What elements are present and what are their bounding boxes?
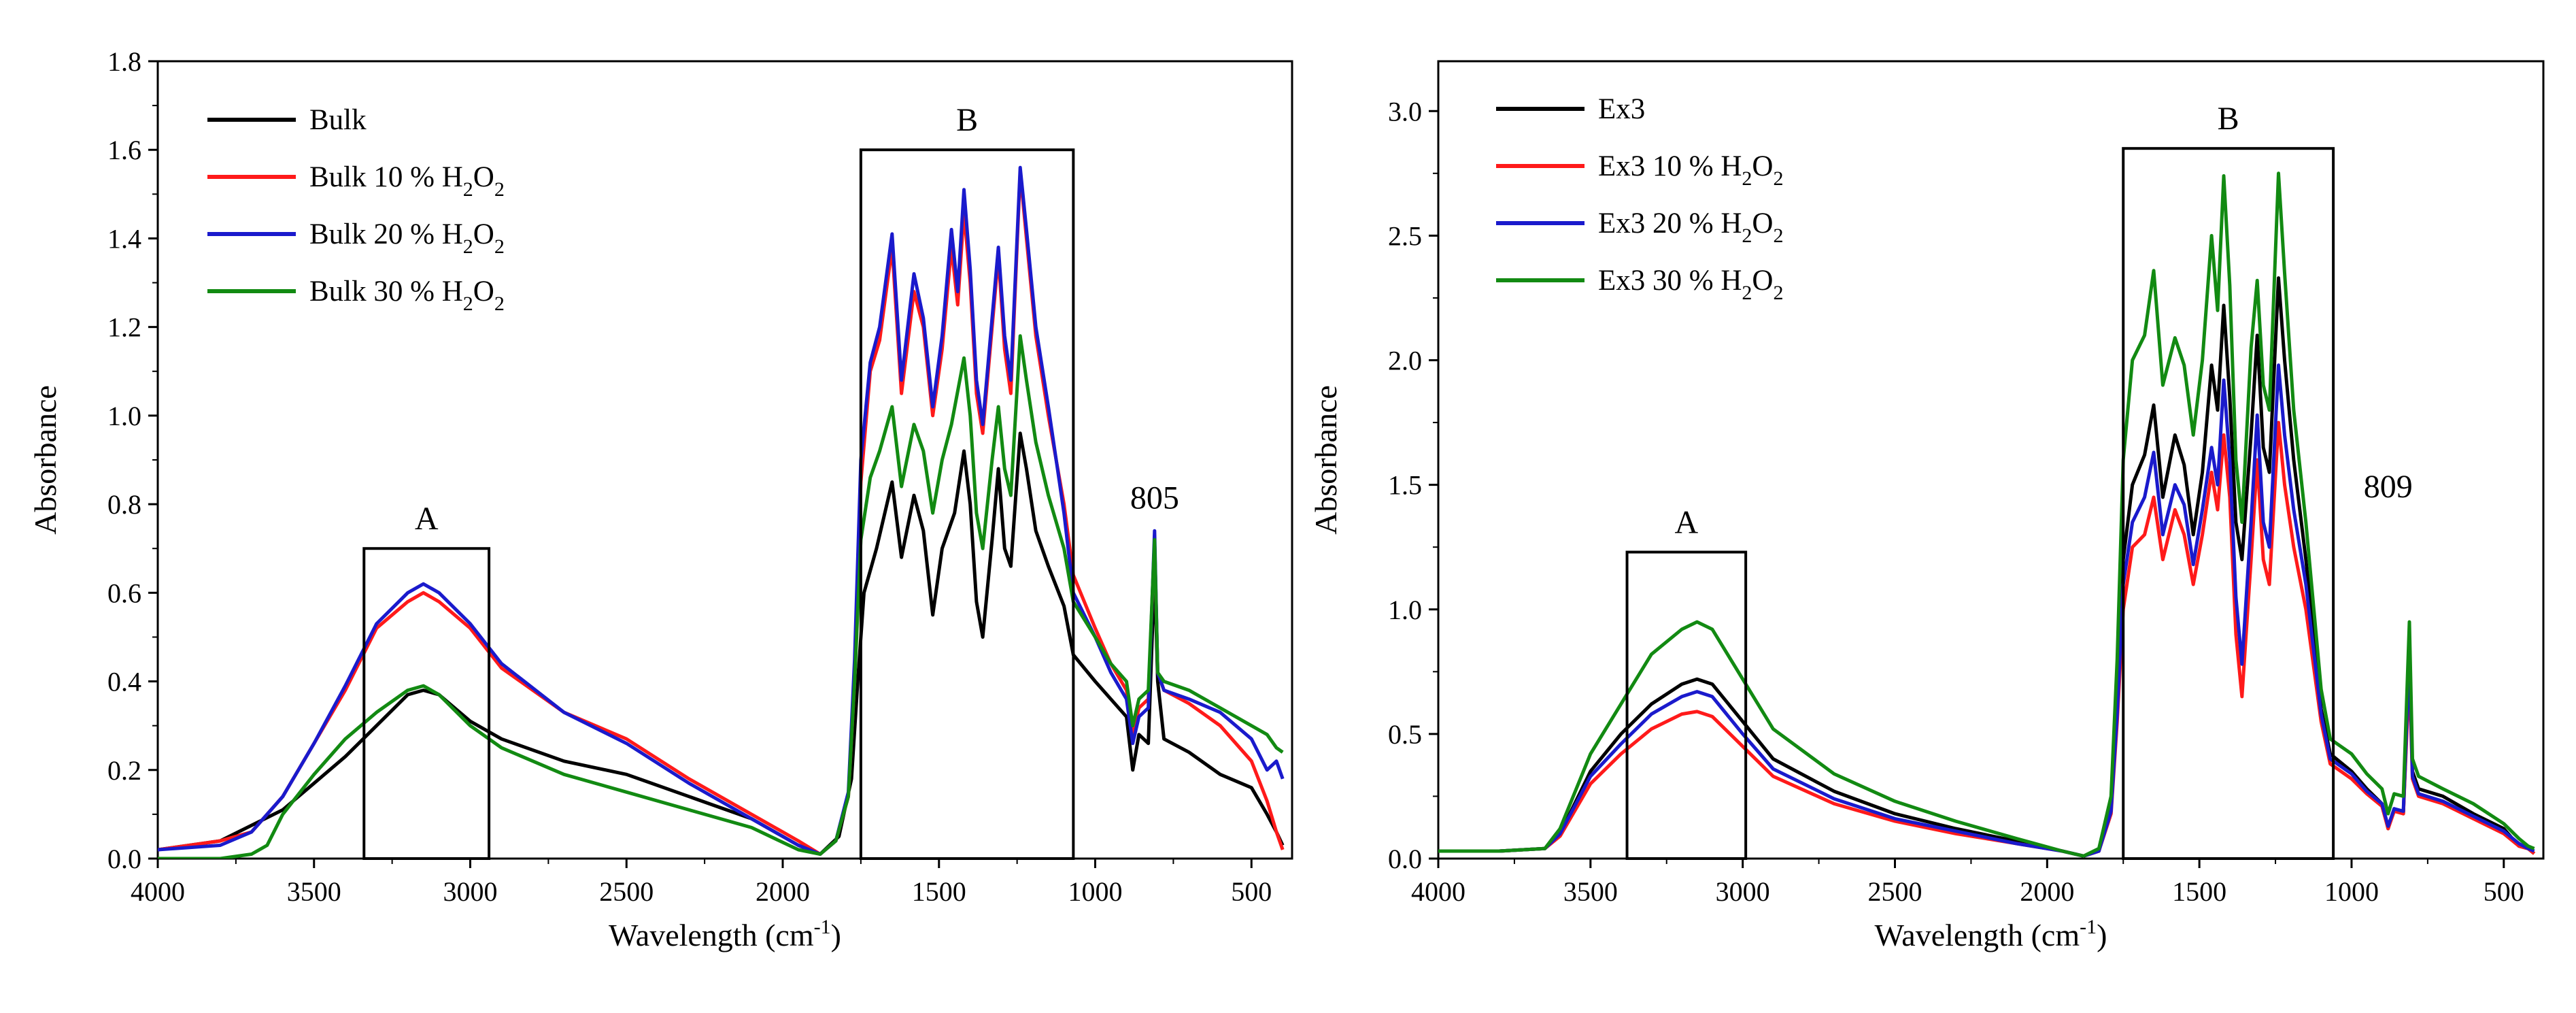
y-axis-label: Absorbance bbox=[1308, 385, 1343, 535]
legend-label-1: Ex3 bbox=[1598, 93, 1645, 125]
region-label-A: A bbox=[1675, 505, 1699, 541]
region-box-A bbox=[362, 547, 491, 860]
region-box-B bbox=[2122, 147, 2335, 860]
x-tick-label: 1500 bbox=[2172, 876, 2226, 907]
x-axis-label: Wavelength (cm-1) bbox=[609, 916, 841, 952]
y-tick-label: 2.5 bbox=[1388, 220, 1422, 251]
series-line-3 bbox=[1438, 363, 2535, 858]
y-tick-label: 1.4 bbox=[107, 223, 141, 254]
x-tick-label: 4000 bbox=[131, 876, 185, 907]
x-tick-label: 1000 bbox=[1068, 876, 1123, 907]
chart-panel-1: 0.0 0.2 0.4 0.6 0.8 1.0 1.2 1.4 1.6 1.8 4000 3500 30… bbox=[28, 46, 1293, 952]
series-line-1 bbox=[158, 431, 1285, 856]
x-tick-label: 3000 bbox=[443, 876, 498, 907]
region-box-A bbox=[1625, 550, 1748, 860]
legend-label-2: Bulk 10 % H2O2 bbox=[309, 161, 505, 201]
y-tick-label: 3.0 bbox=[1388, 96, 1422, 127]
series-group bbox=[158, 165, 1285, 859]
y-tick-label: 0.6 bbox=[107, 578, 141, 608]
series-line-4 bbox=[158, 334, 1284, 859]
x-tick-label: 1500 bbox=[912, 876, 966, 907]
x-tick-label: 1000 bbox=[2324, 876, 2379, 907]
legend-label-3: Bulk 20 % H2O2 bbox=[309, 218, 505, 258]
y-axis-label: Absorbance bbox=[28, 385, 63, 535]
plot-frame bbox=[1437, 60, 2545, 860]
legend-label-1: Bulk bbox=[309, 104, 367, 136]
y-tick-label: 1.2 bbox=[107, 312, 141, 343]
x-axis-label: Wavelength (cm-1) bbox=[1875, 916, 2107, 952]
y-tick-label: 0.0 bbox=[1388, 844, 1422, 874]
y-tick-label: 1.0 bbox=[1388, 595, 1422, 625]
peak-annotation: 805 bbox=[1130, 480, 1179, 516]
y-tick-label: 0.4 bbox=[107, 667, 141, 697]
legend-label-2: Ex3 10 % H2O2 bbox=[1598, 150, 1783, 190]
series-line-1 bbox=[1438, 276, 2536, 858]
x-tick-label: 4000 bbox=[1411, 876, 1465, 907]
x-tick-label: 500 bbox=[2484, 876, 2524, 907]
legend: Ex3 Ex3 10 % H2O2 Ex3 20 % H2O2 Ex3 30 % H2… bbox=[1496, 93, 1783, 304]
x-tick-label: 3000 bbox=[1716, 876, 1770, 907]
y-tick-label: 0.5 bbox=[1388, 719, 1422, 750]
region-label-B: B bbox=[956, 102, 978, 138]
x-tick-label: 2500 bbox=[1867, 876, 1922, 907]
peak-annotation: 809 bbox=[2364, 469, 2413, 505]
x-tick-label: 3500 bbox=[1563, 876, 1618, 907]
y-tick-label: 0.2 bbox=[107, 755, 141, 786]
x-tick-label: 3500 bbox=[287, 876, 341, 907]
x-tick-label: 2500 bbox=[599, 876, 654, 907]
legend: Bulk Bulk 10 % H2O2 Bulk 20 % H2O2 Bulk 30 … bbox=[207, 104, 505, 315]
y-tick-label: 0.8 bbox=[107, 489, 141, 520]
legend-label-4: Ex3 30 % H2O2 bbox=[1598, 265, 1783, 304]
region-label-B: B bbox=[2218, 101, 2239, 137]
x-tick-label: 500 bbox=[1231, 876, 1272, 907]
y-tick-label: 1.6 bbox=[107, 135, 141, 165]
region-box-B bbox=[859, 148, 1075, 861]
y-tick-label: 1.8 bbox=[107, 46, 141, 77]
y-tick-label: 1.0 bbox=[107, 401, 141, 431]
series-line-4 bbox=[1438, 171, 2535, 858]
y-tick-label: 1.5 bbox=[1388, 470, 1422, 501]
series-line-3 bbox=[158, 165, 1285, 856]
x-tick-label: 2000 bbox=[756, 876, 810, 907]
legend-label-4: Bulk 30 % H2O2 bbox=[309, 276, 505, 315]
y-tick-label: 0.0 bbox=[107, 844, 141, 874]
region-label-A: A bbox=[415, 501, 439, 537]
x-tick-label: 2000 bbox=[2020, 876, 2074, 907]
legend-label-3: Ex3 20 % H2O2 bbox=[1598, 207, 1783, 247]
series-line-2 bbox=[158, 170, 1285, 856]
y-tick-label: 2.0 bbox=[1388, 346, 1422, 376]
chart-panel-2: 0.0 0.5 1.0 1.5 2.0 2.5 3.0 4000 3500 3000 2500 200… bbox=[1308, 60, 2545, 952]
series-group bbox=[1438, 171, 2536, 858]
